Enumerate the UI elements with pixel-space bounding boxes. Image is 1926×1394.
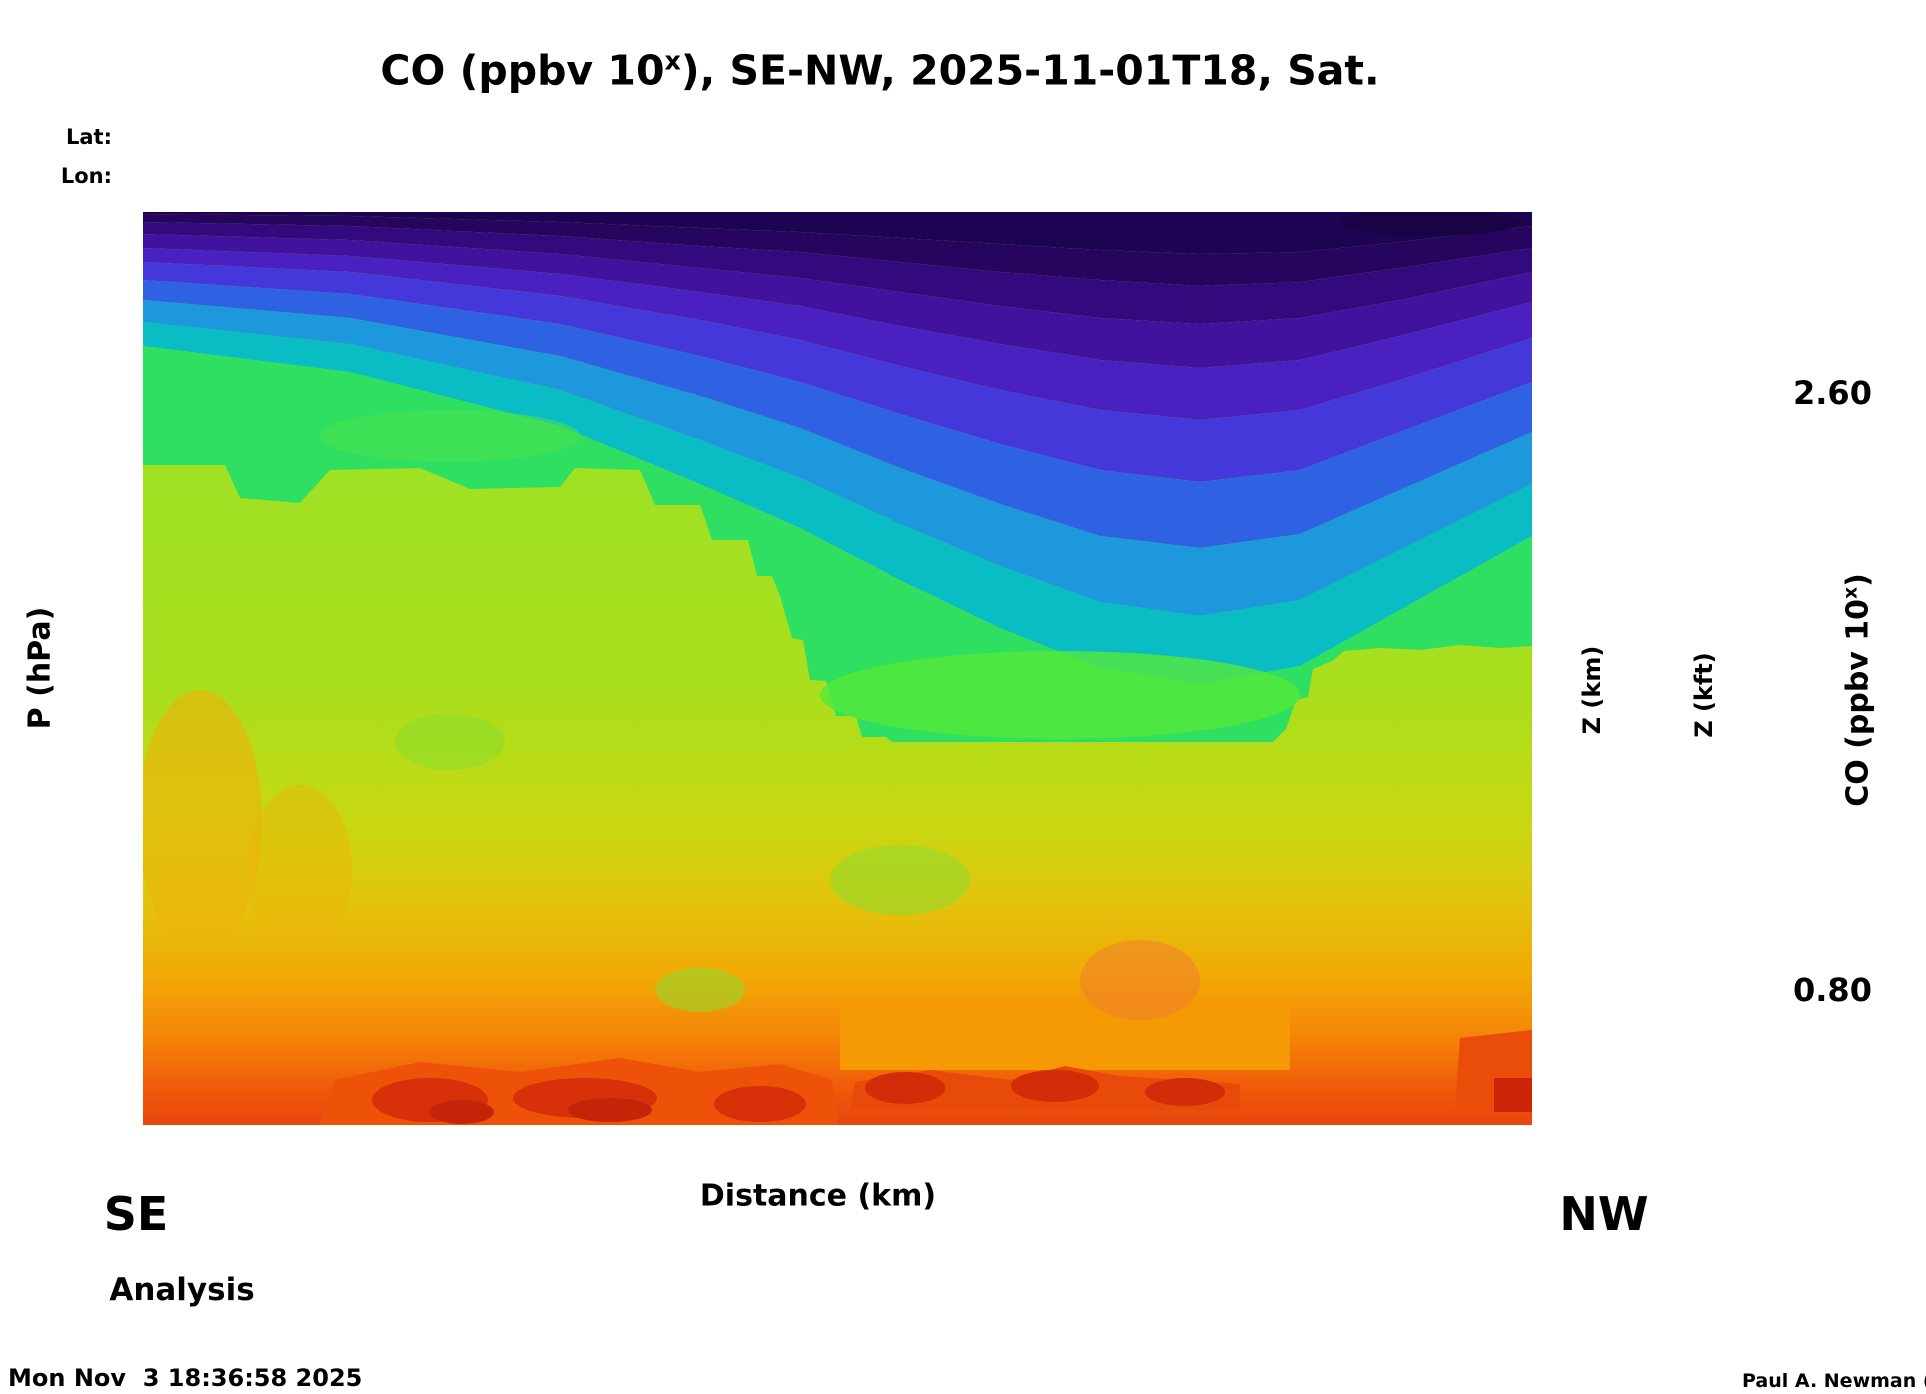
nw-red-streak [1145,1078,1225,1106]
stratosphere-band [143,234,1532,368]
nw-red-streak [1011,1070,1099,1102]
nw-low-orange [840,1000,1290,1070]
colorbar-max-label: 2.60 [1793,374,1872,412]
zkm-axis-title: Z (km) [1578,645,1606,735]
lon-row-label: Lon: [60,164,112,188]
lat-row-label: Lat: [66,125,112,149]
left-orange-patch [143,690,262,950]
credit-label: Paul A. Newman (NASA [1742,1370,1926,1392]
colorbar-title: CO (ppbv 10x) [1840,573,1876,807]
stratosphere-band [143,280,1532,548]
right-corner-dark-red [1494,1078,1532,1112]
surface-dark-red-streak [568,1098,652,1122]
nw-red-streak [865,1072,945,1104]
stratosphere-band [143,214,1532,286]
dark-top-right-blob [1340,212,1520,236]
surface-dark-red-streak [430,1100,494,1124]
endpoint-nw-label: NW [1559,1187,1649,1241]
green-patch [830,845,970,915]
surface-red-streak [714,1086,806,1122]
page-title: CO (ppbv 10x), SE-NW, 2025-11-01T18, Sat… [380,45,1380,95]
stratosphere-band-darkest [143,212,1532,254]
stratosphere-band [143,300,1532,616]
timestamp-label: Mon Nov 3 18:36:58 2025 [8,1364,363,1392]
stratosphere-band [143,262,1532,482]
bright-green-tongue [820,651,1300,739]
green-patch [655,968,745,1012]
pressure-axis-title: P (hPa) [22,606,58,730]
stratosphere-band [143,248,1532,420]
endpoint-se-label: SE [103,1187,169,1241]
analysis-label: Analysis [109,1272,255,1308]
colorbar-min-label: 0.80 [1793,971,1872,1009]
stratosphere-band [143,222,1532,324]
field-layers [143,212,1532,1125]
left-orange-patch [248,785,352,955]
distance-axis-title: Distance (km) [699,1178,937,1214]
green-patch [395,714,505,770]
mid-orange-smudge [1080,940,1200,1020]
zkft-axis-title: Z (kft) [1690,652,1718,738]
bright-green-left [320,410,580,462]
stratosphere-band [143,322,1532,684]
